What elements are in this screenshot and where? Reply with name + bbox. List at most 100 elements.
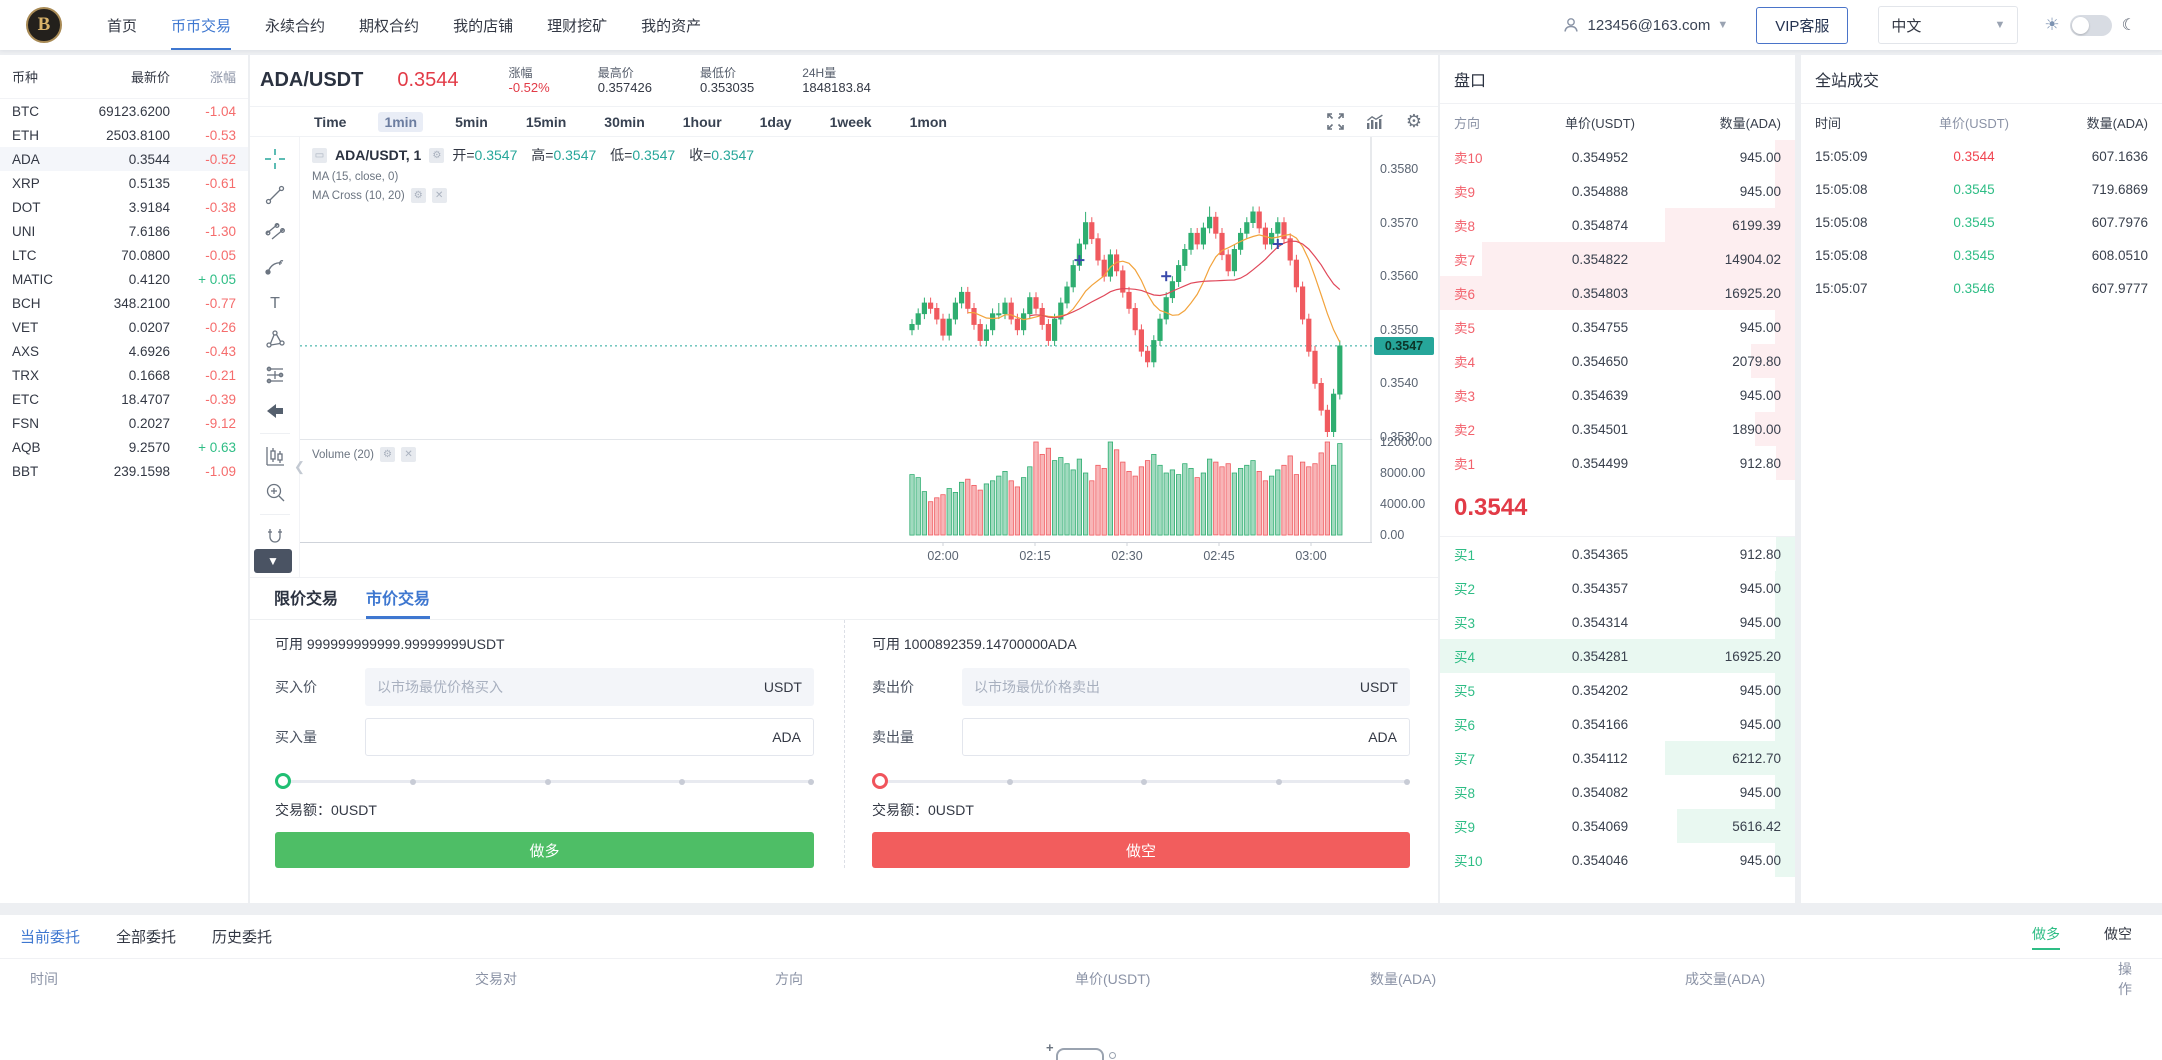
ma-close-icon[interactable]: ✕ [431,188,447,203]
indicator-chart-icon[interactable] [1366,114,1384,130]
crosshair-icon[interactable] [258,141,292,177]
ma-gear-icon[interactable]: ⚙ [410,188,426,203]
watchlist-row-VET[interactable]: VET 0.0207 -0.26 [0,315,248,339]
watchlist-row-FSN[interactable]: FSN 0.2027 -9.12 [0,411,248,435]
timeframe-1day[interactable]: 1day [759,113,792,130]
watchlist-row-BCH[interactable]: BCH 348.2100 -0.77 [0,291,248,315]
svg-text:T: T [270,295,280,312]
timeframe-30min[interactable]: 30min [604,113,645,130]
orders-tab-历史委托[interactable]: 历史委托 [212,929,273,946]
arrow-left-icon[interactable] [258,393,292,429]
open-long-button[interactable]: 做多 [275,832,814,868]
brand-logo-icon[interactable]: B [26,7,62,43]
timeframe-5min[interactable]: 5min [455,113,488,130]
buy-amount-slider[interactable] [275,772,814,790]
watchlist-row-BBT[interactable]: BBT 239.1598 -1.09 [0,459,248,483]
orderbook-row-买2[interactable]: 买2 0.354357 945.00 [1440,571,1795,605]
orderbook-row-买9[interactable]: 买9 0.354069 5616.42 [1440,809,1795,843]
buy-qty-input[interactable]: ADA [365,718,814,756]
sell-amount-slider[interactable] [872,772,1410,790]
trade-tab-市价交易[interactable]: 市价交易 [366,585,431,619]
candles-pane-icon[interactable] [258,438,292,474]
nav-item-永续合约[interactable]: 永续合约 [265,17,326,35]
orderbook-row-卖8[interactable]: 卖8 0.354874 6199.39 [1440,208,1795,242]
chart-settings-gear-icon[interactable]: ⚙ [1405,111,1422,131]
watchlist-row-XRP[interactable]: XRP 0.5135 -0.61 [0,171,248,195]
open-short-button[interactable]: 做空 [872,832,1410,868]
buy-slider-knob[interactable] [275,773,291,789]
watchlist-row-DOT[interactable]: DOT 3.9184 -0.38 [0,195,248,219]
watchlist-row-ETC[interactable]: ETC 18.4707 -0.39 [0,387,248,411]
nav-item-我的资产[interactable]: 我的资产 [641,17,702,35]
nav-item-我的店铺[interactable]: 我的店铺 [453,17,514,35]
watchlist-row-AQB[interactable]: AQB 9.2570 + 0.63 [0,435,248,459]
levels-icon[interactable] [258,357,292,393]
watchlist-row-LTC[interactable]: LTC 70.0800 -0.05 [0,243,248,267]
orderbook-row-卖5[interactable]: 卖5 0.354755 945.00 [1440,310,1795,344]
watchlist-row-ADA[interactable]: ADA 0.3544 -0.52 [0,147,248,171]
sell-price-input[interactable]: 以市场最优价格卖出 USDT [962,668,1410,706]
orderbook-row-卖10[interactable]: 卖10 0.354952 945.00 [1440,140,1795,174]
sell-qty-input[interactable]: ADA [962,718,1410,756]
chart-plot-area[interactable]: 02:00 02:15 02:30 02:45 03:00 [300,137,1372,577]
timeframe-1mon[interactable]: 1mon [909,113,947,130]
legend-collapse-icon[interactable]: ▭ [312,147,327,163]
timeframe-15min[interactable]: 15min [525,113,567,130]
nav-item-币币交易[interactable]: 币币交易 [171,0,232,50]
nav-item-理财挖矿[interactable]: 理财挖矿 [547,17,608,35]
orders-tab-当前委托[interactable]: 当前委托 [20,929,81,946]
orderbook-row-卖2[interactable]: 卖2 0.354501 1890.00 [1440,412,1795,446]
watchlist-row-UNI[interactable]: UNI 7.6186 -1.30 [0,219,248,243]
nav-item-期权合约[interactable]: 期权合约 [359,17,420,35]
orderbook-row-卖3[interactable]: 卖3 0.354639 945.00 [1440,378,1795,412]
orders-side-做空[interactable]: 做空 [2104,925,2132,942]
timeframe-Time[interactable]: Time [314,113,347,130]
timeframe-1week[interactable]: 1week [829,113,872,130]
volume-close-icon[interactable]: ✕ [401,447,417,462]
vip-support-button[interactable]: VIP客服 [1756,6,1849,44]
theme-toggle[interactable] [2069,14,2112,36]
watchlist-row-ETH[interactable]: ETH 2503.8100 -0.53 [0,123,248,147]
orderbook-row-买4[interactable]: 买4 0.354281 16925.20 [1440,639,1795,673]
chart-collapse-button[interactable]: ▼ [254,549,292,573]
orderbook-row-买6[interactable]: 买6 0.354166 945.00 [1440,707,1795,741]
text-icon[interactable]: T [258,285,292,321]
language-select[interactable]: 中文 ▼ [1878,6,2019,44]
trade-tab-限价交易[interactable]: 限价交易 [274,591,339,608]
trend-line-icon[interactable] [258,177,292,213]
orderbook-row-买10[interactable]: 买10 0.354046 945.00 [1440,843,1795,877]
watchlist-row-TRX[interactable]: TRX 0.1668 -0.21 [0,363,248,387]
sell-slider-knob[interactable] [872,773,888,789]
orderbook-row-卖4[interactable]: 卖4 0.354650 2079.80 [1440,344,1795,378]
orderbook-row-买7[interactable]: 买7 0.354112 6212.70 [1440,741,1795,775]
orderbook-row-买8[interactable]: 买8 0.354082 945.00 [1440,775,1795,809]
orderbook-row-卖9[interactable]: 卖9 0.354888 945.00 [1440,174,1795,208]
watchlist-row-MATIC[interactable]: MATIC 0.4120 + 0.05 [0,267,248,291]
watchlist-row-AXS[interactable]: AXS 4.6926 -0.43 [0,339,248,363]
orderbook-row-买3[interactable]: 买3 0.354314 945.00 [1440,605,1795,639]
orderbook-row-买5[interactable]: 买5 0.354202 945.00 [1440,673,1795,707]
parallel-channel-icon[interactable] [258,213,292,249]
timeframe-1min[interactable]: 1min [378,111,424,132]
zoom-in-icon[interactable] [258,474,292,510]
timeframe-1hour[interactable]: 1hour [682,113,722,130]
orderbook-row-买1[interactable]: 买1 0.354365 912.80 [1440,537,1795,571]
legend-gear-icon[interactable]: ⚙ [429,147,445,163]
candlestick-chart[interactable]: T ❮ 02:00 02:15 02:30 02:45 03:00 0.3580 0.35… [250,137,1438,577]
brush-icon[interactable] [258,249,292,285]
orders-tab-全部委托[interactable]: 全部委托 [116,929,177,946]
toolbar-collapse-handle[interactable]: ❮ [294,459,305,474]
shapes-icon[interactable] [258,321,292,357]
orderbook-row-卖6[interactable]: 卖6 0.354803 16925.20 [1440,276,1795,310]
buy-price-input[interactable]: 以市场最优价格买入 USDT [365,668,814,706]
orders-side-做多[interactable]: 做多 [2032,924,2060,950]
fullscreen-icon[interactable] [1327,113,1344,130]
customer-service-widget[interactable]: + [1046,1040,1116,1060]
volume-gear-icon[interactable]: ⚙ [380,447,396,462]
orderbook-row-卖7[interactable]: 卖7 0.354822 14904.02 [1440,242,1795,276]
orderbook-row-卖1[interactable]: 卖1 0.354499 912.80 [1440,446,1795,480]
account-menu[interactable]: 123456@163.com ▼ [1562,16,1728,34]
magnet-icon[interactable] [258,519,292,555]
watchlist-row-BTC[interactable]: BTC 69123.6200 -1.04 [0,99,248,123]
nav-item-首页[interactable]: 首页 [107,17,138,35]
